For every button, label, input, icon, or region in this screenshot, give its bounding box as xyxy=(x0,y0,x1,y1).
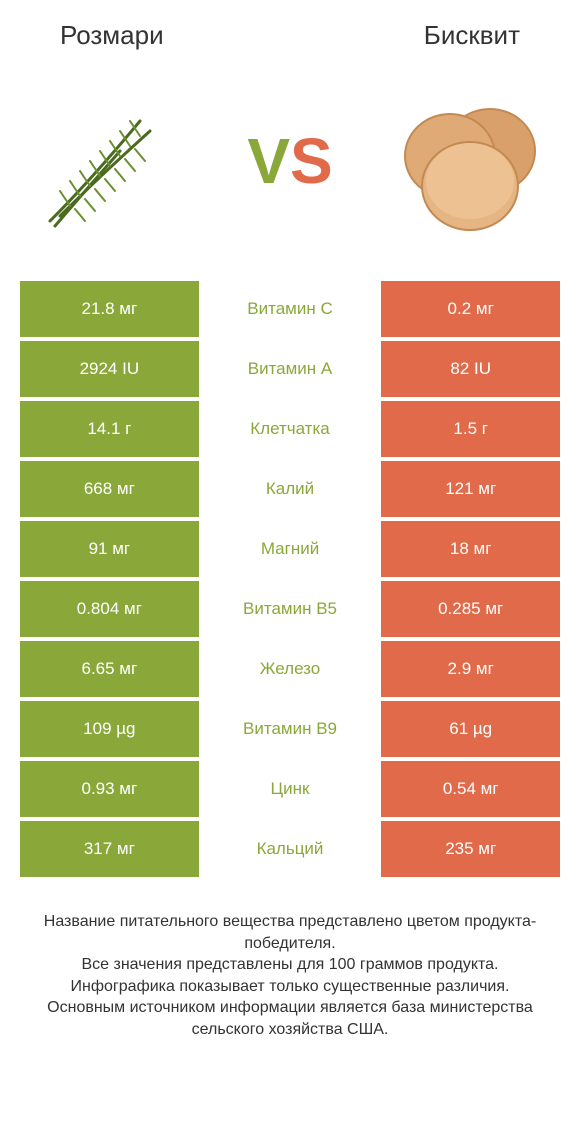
nutrient-label-cell: Витамин B9 xyxy=(201,701,380,757)
right-value-cell: 0.2 мг xyxy=(379,281,560,337)
table-row: 0.93 мгЦинк0.54 мг xyxy=(20,761,560,817)
vs-v: V xyxy=(247,125,290,197)
left-product-title: Розмари xyxy=(60,20,164,51)
left-value-cell: 6.65 мг xyxy=(20,641,201,697)
table-row: 668 мгКалий121 мг xyxy=(20,461,560,517)
right-value-cell: 18 мг xyxy=(379,521,560,577)
right-product-image xyxy=(390,81,550,241)
right-value-cell: 0.285 мг xyxy=(379,581,560,637)
right-value-cell: 61 µg xyxy=(379,701,560,757)
nutrient-label-cell: Магний xyxy=(201,521,380,577)
right-value-cell: 235 мг xyxy=(379,821,560,877)
table-row: 91 мгМагний18 мг xyxy=(20,521,560,577)
left-value-cell: 668 мг xyxy=(20,461,201,517)
nutrient-label-cell: Витамин B5 xyxy=(201,581,380,637)
comparison-table: 21.8 мгВитамин C0.2 мг2924 IUВитамин A82… xyxy=(0,281,580,877)
nutrient-label-cell: Витамин C xyxy=(201,281,380,337)
vs-label: VS xyxy=(247,129,332,193)
header: Розмари Бисквит xyxy=(0,0,580,61)
vs-s: S xyxy=(290,125,333,197)
left-value-cell: 91 мг xyxy=(20,521,201,577)
nutrient-label-cell: Кальций xyxy=(201,821,380,877)
table-row: 14.1 гКлетчатка1.5 г xyxy=(20,401,560,457)
left-value-cell: 109 µg xyxy=(20,701,201,757)
left-value-cell: 2924 IU xyxy=(20,341,201,397)
nutrient-label-cell: Калий xyxy=(201,461,380,517)
table-row: 109 µgВитамин B961 µg xyxy=(20,701,560,757)
left-value-cell: 0.93 мг xyxy=(20,761,201,817)
left-value-cell: 14.1 г xyxy=(20,401,201,457)
left-product-image xyxy=(30,81,190,241)
left-value-cell: 0.804 мг xyxy=(20,581,201,637)
nutrient-label-cell: Витамин A xyxy=(201,341,380,397)
left-value-cell: 21.8 мг xyxy=(20,281,201,337)
table-row: 0.804 мгВитамин B50.285 мг xyxy=(20,581,560,637)
left-value-cell: 317 мг xyxy=(20,821,201,877)
nutrient-label-cell: Клетчатка xyxy=(201,401,380,457)
table-row: 317 мгКальций235 мг xyxy=(20,821,560,877)
nutrient-label-cell: Цинк xyxy=(201,761,380,817)
right-value-cell: 82 IU xyxy=(379,341,560,397)
right-value-cell: 1.5 г xyxy=(379,401,560,457)
footer-line: Все значения представлены для 100 граммо… xyxy=(20,954,560,976)
right-value-cell: 121 мг xyxy=(379,461,560,517)
nutrient-label-cell: Железо xyxy=(201,641,380,697)
table-row: 2924 IUВитамин A82 IU xyxy=(20,341,560,397)
table-row: 21.8 мгВитамин C0.2 мг xyxy=(20,281,560,337)
footer-line: Название питательного вещества представл… xyxy=(20,911,560,954)
footer-line: Основным источником информации является … xyxy=(20,997,560,1040)
table-row: 6.65 мгЖелезо2.9 мг xyxy=(20,641,560,697)
right-product-title: Бисквит xyxy=(424,20,520,51)
hero-row: VS xyxy=(0,61,580,281)
right-value-cell: 0.54 мг xyxy=(379,761,560,817)
footer-line: Инфографика показывает только существенн… xyxy=(20,976,560,998)
right-value-cell: 2.9 мг xyxy=(379,641,560,697)
footer-notes: Название питательного вещества представл… xyxy=(0,881,580,1041)
